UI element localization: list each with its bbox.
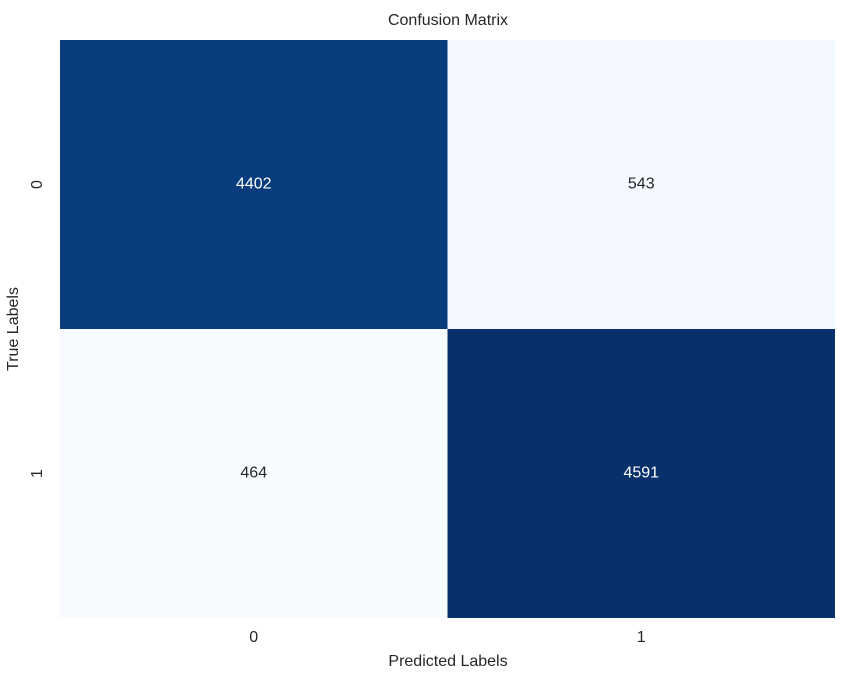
heatmap-cell (447, 329, 835, 618)
cell-label: 4402 (236, 176, 272, 193)
heatmap-cell (60, 40, 448, 329)
x-tick-label: 0 (249, 629, 258, 646)
x-tick-label: 1 (637, 629, 646, 646)
y-tick-label: 0 (29, 180, 46, 189)
x-axis-label: Predicted Labels (388, 653, 507, 670)
cell-label: 543 (628, 176, 655, 193)
heatmap-cell (447, 40, 835, 329)
chart-title: Confusion Matrix (388, 12, 508, 29)
y-tick-label: 1 (29, 469, 46, 478)
y-axis-label: True Labels (5, 287, 22, 371)
cell-label: 464 (240, 465, 267, 482)
cell-label: 4591 (623, 465, 659, 482)
heatmap-cell (60, 329, 448, 618)
